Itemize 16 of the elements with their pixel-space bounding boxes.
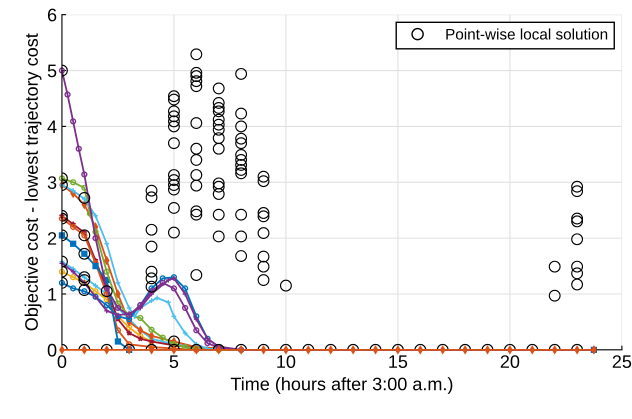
x-tick-label: 10 <box>277 355 296 368</box>
x-tick-label: 25 <box>612 355 632 368</box>
y-tick-label: 3 <box>48 176 56 189</box>
y-tick-label: 0 <box>48 344 56 357</box>
y-tick-label: 2 <box>48 232 56 245</box>
y-axis-title: Objective cost - lowest trajectory cost <box>24 33 42 330</box>
x-tick-label: 5 <box>170 355 178 368</box>
x-tick-label: 15 <box>389 355 408 368</box>
y-tick-label: 4 <box>47 120 57 133</box>
x-tick-label: 0 <box>58 355 66 368</box>
y-tick-label: 5 <box>48 64 56 78</box>
legend-label: Point-wise local solution <box>446 28 608 40</box>
y-tick-label: 1 <box>48 288 56 301</box>
x-axis-title: Time (hours after 3:00 a.m.) <box>230 377 452 394</box>
y-tick-label: 6 <box>48 8 56 22</box>
x-tick-label: 20 <box>500 355 520 368</box>
